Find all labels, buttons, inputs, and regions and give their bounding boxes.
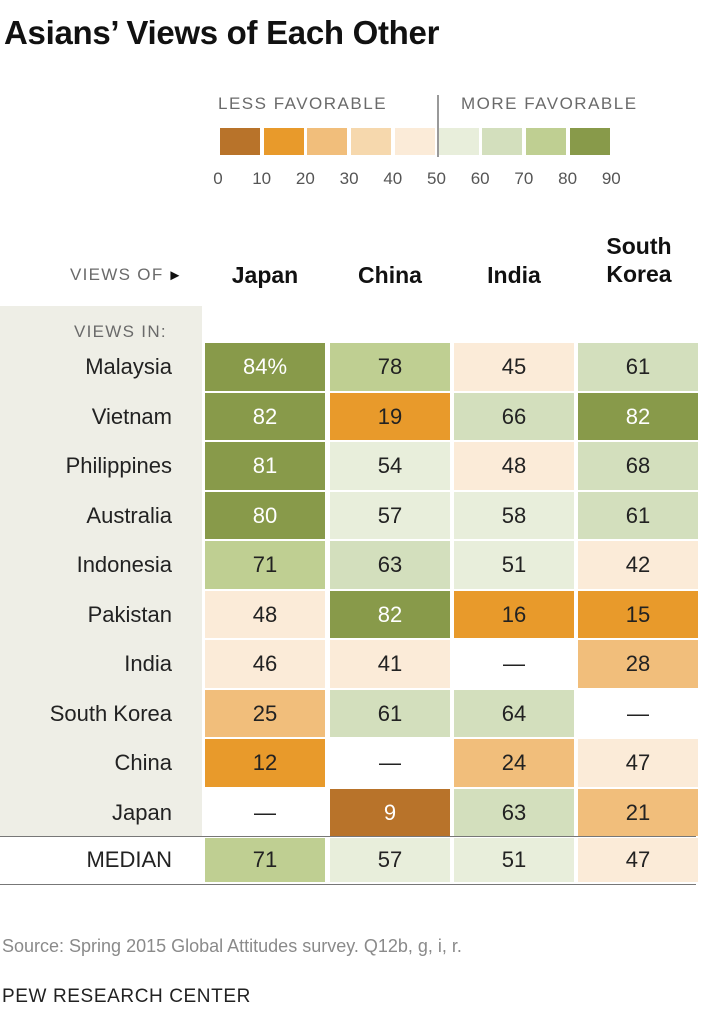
column-header: Japan [231, 262, 299, 288]
table-cell: 12 [205, 739, 325, 787]
table-cell: 58 [454, 491, 574, 539]
column-header: South Korea [606, 233, 672, 287]
table-cell: — [578, 689, 698, 737]
table-cell: 21 [578, 788, 698, 836]
views-of-text: VIEWS OF [70, 265, 164, 284]
table-cell: 63 [454, 788, 574, 836]
median-label: MEDIAN [86, 847, 172, 872]
legend-less-favorable-label: LESS FAVORABLE [218, 94, 388, 113]
source-note: Source: Spring 2015 Global Attitudes sur… [2, 936, 462, 956]
table-cell: 25 [205, 689, 325, 737]
table-cell: 71 [205, 541, 325, 589]
column-header: India [487, 262, 541, 288]
table-cell: 47 [578, 739, 698, 787]
legend-swatch [482, 128, 523, 155]
legend-tick-label: 30 [339, 169, 359, 188]
views-in-label: VIEWS IN: [74, 322, 167, 341]
table-cell: 19 [330, 392, 450, 440]
row-label: India [124, 651, 172, 676]
table-cell: 82 [205, 392, 325, 440]
table-cell: 16 [454, 590, 574, 638]
legend-swatch [263, 128, 304, 155]
table-cell: 82 [578, 392, 698, 440]
row-label: Australia [86, 502, 172, 528]
table-cell: 42 [578, 541, 698, 589]
legend-tick-label: 70 [514, 169, 534, 188]
table-cell: 28 [578, 640, 698, 688]
table-cell: 9 [330, 788, 450, 836]
table-cell: — [205, 788, 325, 836]
legend-tick-label: 20 [295, 169, 315, 188]
column-header: China [358, 262, 422, 288]
row-label: Vietnam [91, 403, 172, 429]
median-cell: 57 [330, 838, 450, 882]
row-label: China [114, 750, 172, 775]
row-label-band [0, 306, 202, 836]
table-cell: 51 [454, 541, 574, 589]
median-cell: 51 [454, 838, 574, 882]
table-cell: 41 [330, 640, 450, 688]
legend-more-favorable-label: MORE FAVORABLE [461, 94, 638, 113]
median-top-rule [0, 836, 696, 837]
legend-tick-label: 60 [470, 169, 490, 188]
legend-tick-label: 0 [213, 169, 223, 188]
table-cell: 48 [454, 442, 574, 490]
legend-tick-label: 90 [601, 169, 621, 188]
table-cell: 45 [454, 343, 574, 391]
table-cell: 54 [330, 442, 450, 490]
median-cell: 71 [205, 838, 325, 882]
table-cell: 80 [205, 491, 325, 539]
table-cell: 81 [205, 442, 325, 490]
table-cell: 24 [454, 739, 574, 787]
legend-divider [437, 95, 439, 157]
row-label: Philippines [65, 453, 172, 478]
table-cell: — [454, 640, 574, 688]
row-label: South Korea [49, 700, 172, 726]
table-cell: 82 [330, 590, 450, 638]
table-cell: 68 [578, 442, 698, 490]
arrow-right-icon: ► [167, 267, 183, 284]
row-label: Pakistan [87, 601, 172, 627]
table-cell: 84% [205, 343, 325, 391]
median-cell: 47 [578, 838, 698, 882]
legend-swatch [569, 128, 610, 155]
table-cell: 61 [330, 689, 450, 737]
credit-line: PEW RESEARCH CENTER [2, 986, 251, 1007]
table-cell: 15 [578, 590, 698, 638]
legend-tick-label: 50 [427, 169, 446, 188]
table-cell: 78 [330, 343, 450, 391]
views-of-label: VIEWS OF ► [70, 265, 182, 285]
chart-title: Asians’ Views of Each Other [4, 14, 440, 51]
table-cell: 61 [578, 343, 698, 391]
legend-swatch [394, 128, 435, 155]
table-cell: 57 [330, 491, 450, 539]
table-cell: 61 [578, 491, 698, 539]
legend-swatch [438, 128, 479, 155]
legend-swatch [220, 128, 260, 155]
legend-swatch [525, 128, 566, 155]
table-cell: 66 [454, 392, 574, 440]
row-label: Indonesia [76, 552, 172, 577]
median-bottom-rule [0, 884, 696, 885]
legend-tick-label: 10 [252, 169, 272, 188]
row-label: Malaysia [85, 354, 172, 379]
legend-tick-label: 80 [558, 169, 578, 188]
table-cell: 63 [330, 541, 450, 589]
row-label: Japan [112, 799, 172, 825]
legend-swatch [351, 128, 392, 155]
table-cell: 64 [454, 689, 574, 737]
table-cell: — [330, 739, 450, 787]
legend-swatch [307, 128, 348, 155]
table-cell: 48 [205, 590, 325, 638]
legend-tick-label: 40 [383, 169, 403, 188]
table-cell: 46 [205, 640, 325, 688]
